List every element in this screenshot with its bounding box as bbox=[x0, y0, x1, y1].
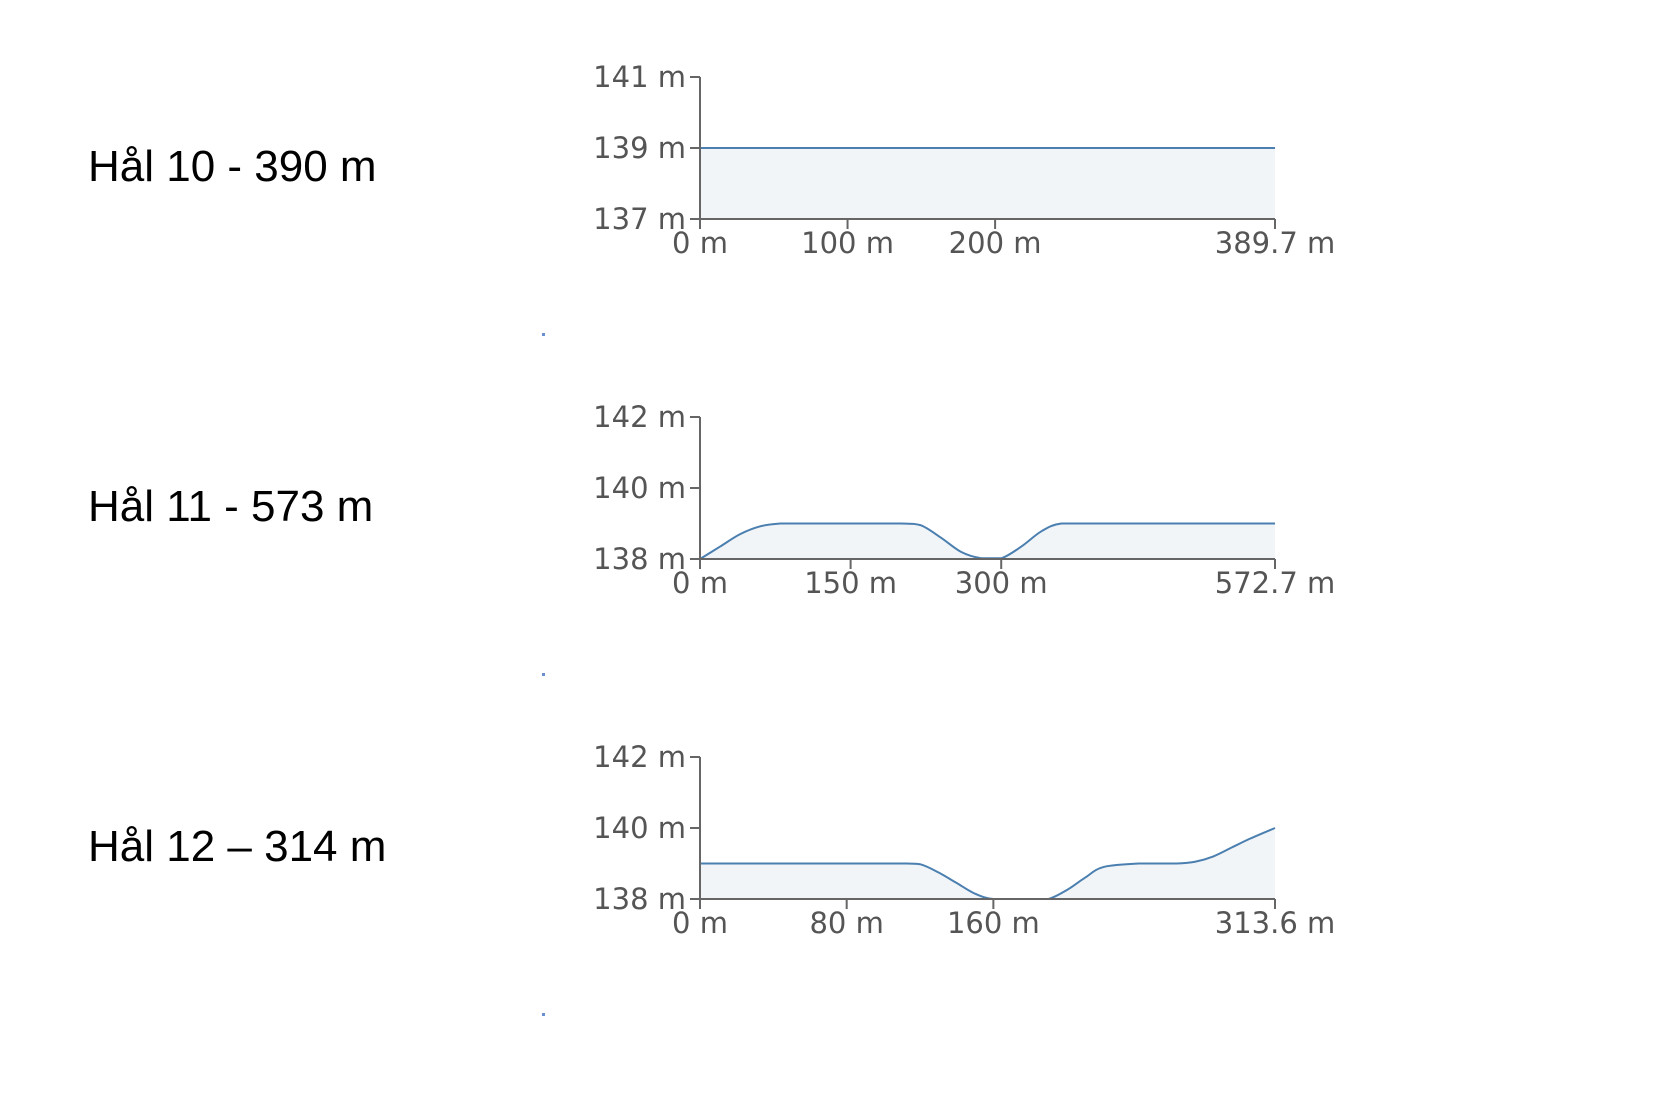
hole-title: Hål 11 - 573 m bbox=[88, 482, 374, 531]
x-tick-label: 200 m bbox=[949, 226, 1042, 260]
x-tick-label: 80 m bbox=[809, 906, 883, 940]
x-tick-label: 160 m bbox=[947, 906, 1040, 940]
y-tick-label: 140 m bbox=[593, 811, 686, 845]
marker-dot bbox=[542, 673, 545, 676]
x-tick-label: 100 m bbox=[801, 226, 894, 260]
y-tick-label: 142 m bbox=[593, 740, 686, 774]
y-tick-label: 139 m bbox=[593, 131, 686, 165]
x-tick-label: 0 m bbox=[672, 906, 728, 940]
x-tick-label: 150 m bbox=[804, 566, 897, 600]
hole-row-11: Hål 11 - 573 m 138 m 140 m 142 m 0 m 150 m 30… bbox=[0, 340, 1654, 676]
elevation-area bbox=[700, 828, 1275, 899]
y-tick-label: 137 m bbox=[593, 202, 686, 236]
y-tick-label: 138 m bbox=[593, 882, 686, 916]
hole-row-10: Hål 10 - 390 m 137 m 139 m 141 m 0 m 100 m 20… bbox=[0, 0, 1654, 336]
x-tick-label: 0 m bbox=[672, 226, 728, 260]
marker-dot bbox=[542, 1013, 545, 1016]
hole-title: Hål 10 - 390 m bbox=[88, 142, 377, 191]
marker-dot bbox=[542, 333, 545, 336]
elevation-profile-chart: 137 m 139 m 141 m 0 m 100 m 200 m 389.7 m bbox=[593, 60, 1336, 260]
elevation-profile-chart: 138 m 140 m 142 m 0 m 80 m 160 m 313.6 m bbox=[593, 740, 1336, 940]
x-tick-label: 0 m bbox=[672, 566, 728, 600]
hole-title: Hål 12 – 314 m bbox=[88, 822, 387, 871]
y-tick-label: 140 m bbox=[593, 471, 686, 505]
y-tick-label: 142 m bbox=[593, 400, 686, 434]
y-tick-label: 141 m bbox=[593, 60, 686, 94]
x-tick-label: 300 m bbox=[955, 566, 1048, 600]
elevation-line bbox=[699, 522, 1275, 560]
elevation-area bbox=[700, 148, 1275, 219]
x-tick-label: 389.7 m bbox=[1215, 226, 1336, 260]
elevation-profile-chart: 138 m 140 m 142 m 0 m 150 m 300 m 572.7 m bbox=[593, 400, 1336, 600]
elevation-area bbox=[700, 523, 1275, 559]
y-tick-label: 138 m bbox=[593, 542, 686, 576]
hole-row-12: Hål 12 – 314 m 138 m 140 m 142 m 0 m 80 m 160… bbox=[0, 680, 1654, 1016]
x-tick-label: 313.6 m bbox=[1215, 906, 1336, 940]
x-tick-label: 572.7 m bbox=[1215, 566, 1336, 600]
